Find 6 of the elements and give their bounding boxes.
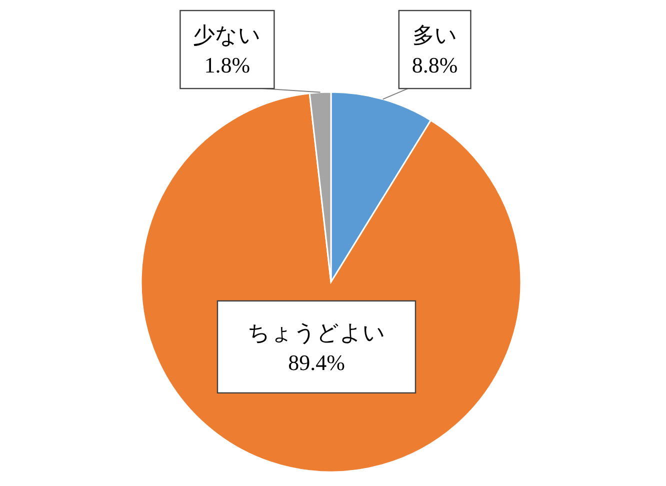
data-label: 8.8% <box>412 52 458 78</box>
data-label: 89.4% <box>288 350 345 375</box>
slice-label: 多い <box>412 22 458 48</box>
data-label: 1.8% <box>204 52 250 78</box>
slice-label: ちょうどよい <box>247 320 386 345</box>
slice-label: 少ない <box>193 22 262 48</box>
